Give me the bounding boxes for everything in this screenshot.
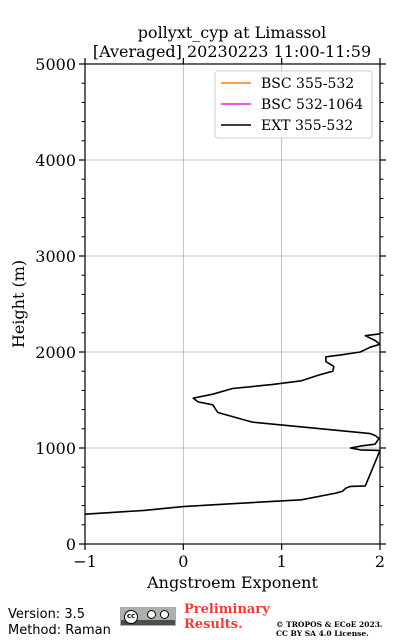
x-tick-label: 0 bbox=[178, 552, 188, 571]
chart-title-line2: [Averaged] 20230223 11:00-11:59 bbox=[93, 42, 371, 61]
method-label: Method: Raman bbox=[8, 623, 111, 638]
y-tick-label: 5000 bbox=[35, 55, 76, 74]
cc-by-sa-license-icon: cc bbox=[120, 607, 176, 626]
y-tick-label: 2000 bbox=[35, 343, 76, 362]
x-tick-label: 1 bbox=[277, 552, 287, 571]
plot-frame bbox=[84, 63, 381, 545]
legend-label: EXT 355-532 bbox=[261, 118, 353, 134]
y-axis-label: Height (m) bbox=[9, 260, 28, 348]
chart-title-line1: pollyxt_cyp at Limassol bbox=[138, 23, 327, 42]
legend-label: BSC 532-1064 bbox=[261, 97, 363, 113]
x-tick-label: 2 bbox=[375, 552, 385, 571]
copyright-line2: CC BY SA 4.0 License. bbox=[276, 629, 369, 638]
y-tick-label: 4000 bbox=[35, 151, 76, 170]
legend-box bbox=[214, 70, 373, 139]
y-tick-label: 1000 bbox=[35, 439, 76, 458]
preliminary-line1: Preliminary bbox=[184, 602, 270, 617]
preliminary-results-label: Preliminary Results. bbox=[184, 602, 270, 632]
copyright-line1: © TROPOS & ECoE 2023. bbox=[276, 620, 383, 629]
x-axis-label: Angstroem Exponent bbox=[146, 573, 318, 592]
y-tick-label: 0 bbox=[66, 535, 76, 554]
x-tick-label: −1 bbox=[73, 552, 97, 571]
series-line-ext-355-532 bbox=[84, 333, 381, 515]
version-label: Version: 3.5 bbox=[8, 607, 85, 622]
legend-label: BSC 355-532 bbox=[261, 76, 354, 92]
y-tick-label: 3000 bbox=[35, 247, 76, 266]
preliminary-line2: Results. bbox=[184, 617, 243, 632]
copyright-notice: © TROPOS & ECoE 2023. CC BY SA 4.0 Licen… bbox=[276, 620, 383, 638]
